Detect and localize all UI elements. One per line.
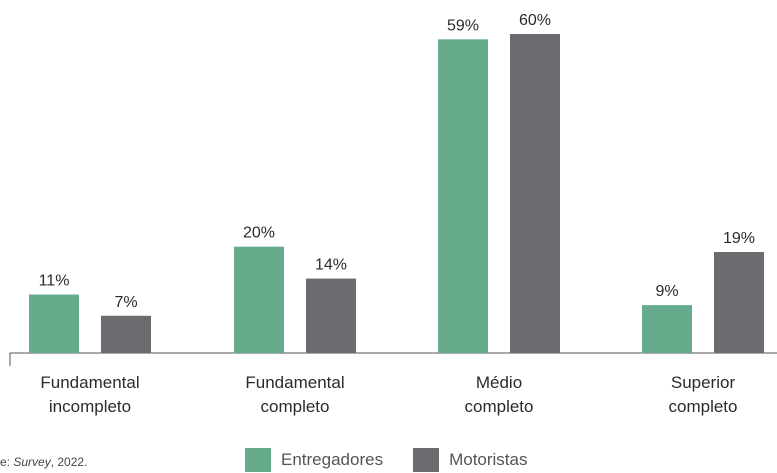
value-label-motoristas-1: 14%	[315, 257, 347, 274]
legend-swatch-motoristas	[413, 448, 440, 472]
bar-entregadores-0	[29, 294, 79, 353]
category-label-2-line-0: Médio	[476, 373, 522, 392]
category-label-0-line-0: Fundamental	[40, 373, 139, 392]
bar-chart: 11% 7% 20% 14% 59% 60% 9% 19% Fundamental incomp…	[9, 12, 777, 416]
legend-label-entregadores: Entregadores	[281, 450, 384, 469]
value-label-motoristas-2: 60%	[519, 12, 551, 29]
source-italic: Survey	[13, 455, 51, 469]
bar-entregadores-1	[234, 246, 284, 353]
value-labels-group: 11% 7% 20% 14% 59% 60% 9% 19%	[39, 12, 755, 311]
bars-group	[29, 34, 764, 354]
legend-item-motoristas: Motoristas	[413, 448, 528, 472]
bar-motoristas-3	[714, 251, 764, 353]
legend-label-motoristas: Motoristas	[449, 450, 528, 469]
bar-motoristas-0	[101, 315, 151, 353]
category-labels-group: Fundamental incompleto Fundamental completo…	[40, 373, 737, 416]
value-label-motoristas-0: 7%	[114, 294, 137, 311]
legend: Entregadores Motoristas	[245, 448, 548, 472]
value-label-entregadores-2: 59%	[447, 17, 479, 34]
category-label-3-line-0: Superior	[671, 373, 736, 392]
value-label-entregadores-1: 20%	[243, 225, 275, 242]
category-label-3-line-1: completo	[669, 397, 738, 416]
bar-entregadores-2	[438, 39, 488, 354]
source-prefix: e:	[0, 455, 14, 469]
category-label-0-line-1: incompleto	[49, 397, 131, 416]
legend-item-entregadores: Entregadores	[245, 448, 383, 472]
source-note: e: Survey, 2022.	[0, 455, 87, 469]
category-label-1-line-0: Fundamental	[245, 373, 344, 392]
category-label-2-line-1: completo	[465, 397, 534, 416]
source-suffix: , 2022.	[50, 455, 88, 469]
bar-motoristas-1	[306, 278, 356, 353]
value-label-motoristas-3: 19%	[723, 230, 755, 247]
legend-swatch-entregadores	[245, 448, 271, 472]
bar-entregadores-3	[642, 305, 692, 353]
category-label-1-line-1: completo	[261, 397, 330, 416]
value-label-entregadores-0: 11%	[39, 273, 70, 290]
bar-motoristas-2	[510, 34, 560, 353]
value-label-entregadores-3: 9%	[655, 283, 678, 300]
